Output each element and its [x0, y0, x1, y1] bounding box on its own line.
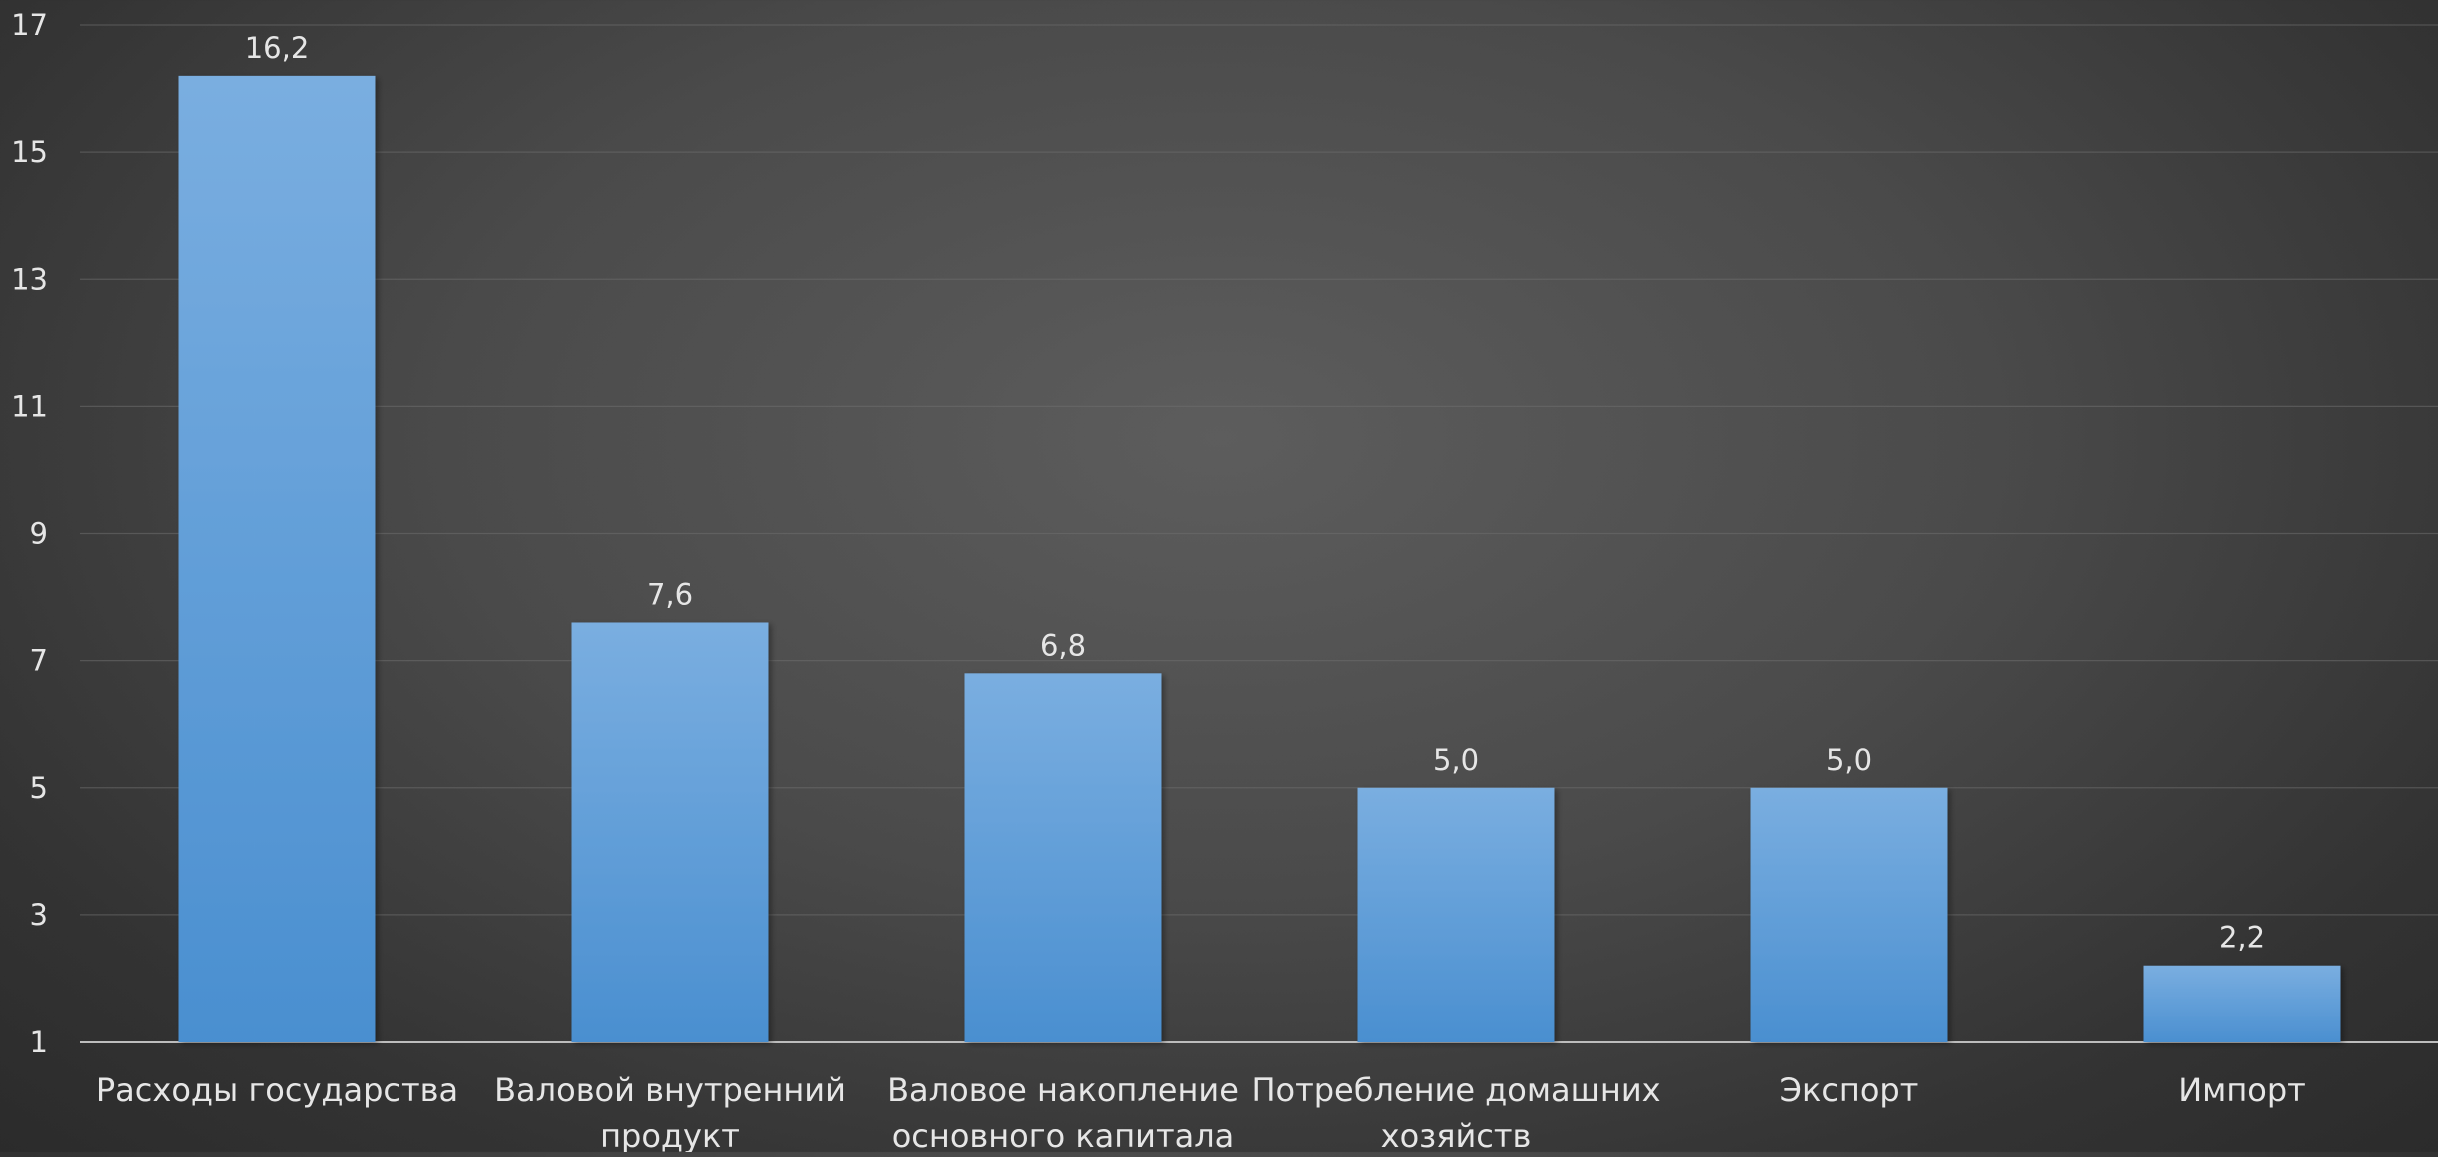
bar-2: [964, 673, 1162, 1042]
data-label-5: 2,2: [2219, 921, 2265, 955]
y-tick-label: 11: [11, 389, 48, 423]
y-tick-label: 5: [30, 771, 48, 805]
bar-5: [2143, 965, 2341, 1042]
data-label-1: 7,6: [647, 577, 693, 611]
data-label-3: 5,0: [1433, 743, 1479, 777]
data-label-2: 6,8: [1040, 628, 1086, 662]
y-tick-label: 1: [30, 1025, 48, 1059]
category-label-3: хозяйств: [1381, 1117, 1532, 1152]
category-label-2: основного капитала: [892, 1117, 1235, 1152]
bars: [178, 75, 2341, 1043]
bar-3: [1357, 787, 1555, 1042]
gridlines: [80, 24, 2438, 1043]
y-tick-label: 3: [30, 898, 48, 932]
bar-1: [571, 622, 769, 1042]
data-labels: 16,2 7,6 6,8 5,0 5,0 2,2: [245, 31, 2265, 955]
category-label-5: Импорт: [2178, 1071, 2306, 1109]
y-tick-label: 13: [11, 262, 48, 296]
category-label-2: Валовое накопление: [887, 1071, 1239, 1109]
y-tick-label: 15: [11, 135, 48, 169]
bar-0: [178, 75, 376, 1043]
y-tick-label: 17: [11, 8, 48, 42]
y-tick-label: 7: [30, 644, 48, 678]
category-label-1: продукт: [600, 1117, 740, 1152]
category-label-3: Потребление домашних: [1251, 1071, 1660, 1109]
category-label-1: Валовой внутренний: [494, 1071, 846, 1109]
data-label-0: 16,2: [245, 31, 310, 65]
x-axis: Расходы государства Валовой внутренний про…: [96, 1071, 2306, 1155]
y-tick-label: 9: [30, 517, 48, 551]
category-label-4: Экспорт: [1780, 1071, 1919, 1109]
data-label-4: 5,0: [1826, 743, 1872, 777]
category-label-0: Расходы государства: [96, 1071, 458, 1109]
bar-4: [1750, 787, 1948, 1042]
